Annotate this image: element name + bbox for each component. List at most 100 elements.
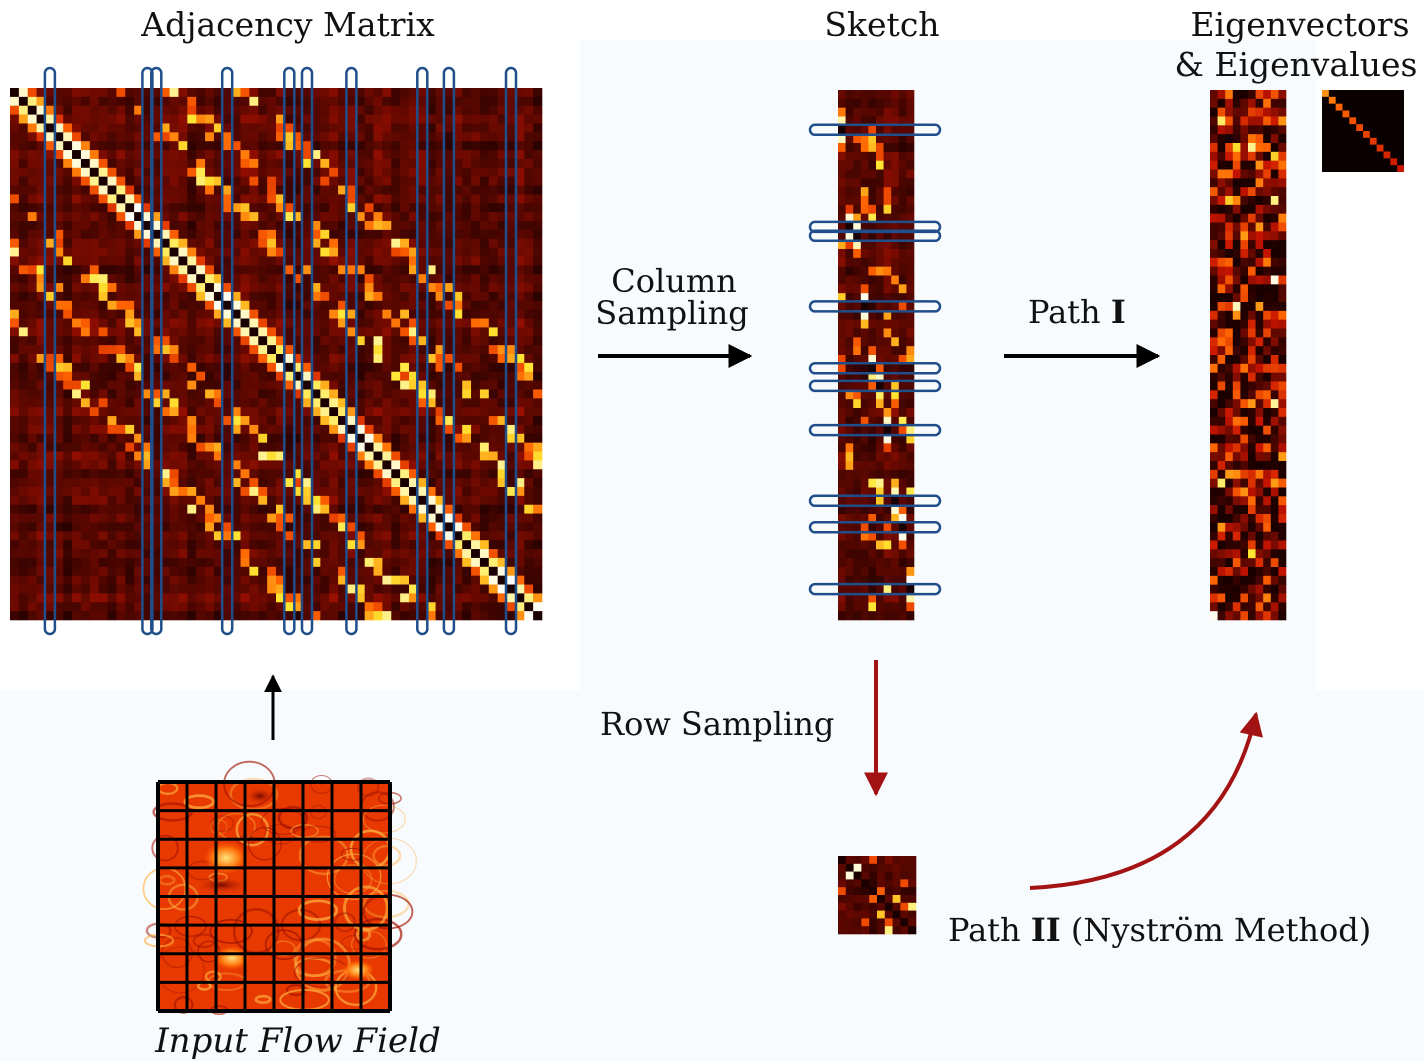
adjacency-cell <box>311 167 321 177</box>
adjacency-cell <box>444 354 454 364</box>
sketch-cell <box>838 496 846 506</box>
adjacency-cell <box>471 141 481 151</box>
adjacency-cell <box>80 283 91 293</box>
adjacency-cell <box>444 451 454 461</box>
adjacency-cell <box>249 150 259 160</box>
adjacency-cell <box>479 371 490 381</box>
eigenvector-cell <box>1240 416 1249 426</box>
adjacency-cell <box>497 203 507 213</box>
sketch-cell <box>898 240 907 250</box>
eigenvector-cell <box>1232 328 1241 338</box>
eigenvector-cell <box>1232 160 1241 170</box>
adjacency-cell <box>205 132 215 142</box>
adjacency-cell <box>36 132 46 142</box>
row-sample-cell <box>853 895 862 904</box>
adjacency-cell <box>72 256 82 266</box>
adjacency-cell <box>187 212 197 222</box>
adjacency-cell <box>151 593 162 603</box>
adjacency-cell <box>453 478 463 488</box>
adjacency-cell <box>453 531 463 541</box>
adjacency-cell <box>524 229 534 240</box>
adjacency-cell <box>400 132 410 142</box>
adjacency-cell <box>36 256 46 266</box>
adjacency-cell <box>515 203 525 213</box>
sketch-cell <box>891 399 900 409</box>
sketch-cell <box>868 328 877 338</box>
adjacency-cell <box>276 300 286 310</box>
adjacency-cell <box>391 575 401 585</box>
sketch-cell <box>853 125 862 135</box>
adjacency-cell <box>169 451 179 461</box>
sketch-cell <box>860 602 869 612</box>
adjacency-matrix <box>10 88 543 621</box>
adjacency-cell <box>80 487 91 497</box>
adjacency-cell <box>89 141 99 151</box>
adjacency-cell <box>27 451 37 461</box>
eigenvector-cell <box>1217 213 1226 223</box>
sketch-cell <box>883 204 892 214</box>
adjacency-cell <box>311 96 321 107</box>
adjacency-cell <box>125 549 135 559</box>
adjacency-cell <box>524 442 534 452</box>
sampled-column-outline <box>283 66 296 636</box>
sketch-cell <box>838 302 846 312</box>
adjacency-cell <box>160 557 170 568</box>
adjacency-cell <box>444 318 454 328</box>
sketch-cell <box>860 593 869 603</box>
sketch-cell <box>876 178 884 188</box>
adjacency-cell <box>80 96 91 107</box>
sketch-cell <box>868 98 877 108</box>
sketch-cell <box>898 425 907 435</box>
adjacency-cell <box>107 221 117 231</box>
sketch-cell <box>860 381 869 391</box>
adjacency-cell <box>524 389 534 399</box>
adjacency-cell <box>426 389 436 399</box>
sketch-cell <box>891 522 900 532</box>
adjacency-cell <box>444 407 454 417</box>
adjacency-cell <box>382 602 392 612</box>
adjacency-cell <box>196 593 206 603</box>
row-sample-cell <box>853 902 862 911</box>
eigenvector-cell <box>1278 355 1287 365</box>
adjacency-cell <box>213 167 224 177</box>
adjacency-cell <box>302 221 312 231</box>
sketch-cell <box>898 346 907 356</box>
adjacency-cell <box>338 380 348 390</box>
adjacency-cell <box>63 167 73 177</box>
adjacency-cell <box>355 96 365 107</box>
adjacency-cell <box>506 123 516 133</box>
adjacency-cell <box>329 318 339 328</box>
adjacency-cell <box>187 566 197 576</box>
eigenvector-cell <box>1210 266 1218 276</box>
adjacency-cell <box>417 318 428 328</box>
adjacency-cell <box>311 105 321 115</box>
eigenvector-cell <box>1255 98 1264 108</box>
adjacency-cell <box>72 114 82 124</box>
adjacency-cell <box>524 549 534 559</box>
adjacency-cell <box>373 451 383 461</box>
adjacency-cell <box>169 247 179 257</box>
adjacency-cell <box>284 487 295 497</box>
adjacency-cell <box>409 141 419 151</box>
adjacency-cell <box>391 451 401 461</box>
adjacency-cell <box>329 212 339 222</box>
adjacency-cell <box>134 158 144 169</box>
adjacency-cell <box>80 194 91 204</box>
adjacency-cell <box>320 336 330 346</box>
adjacency-cell <box>426 380 436 390</box>
adjacency-cell <box>506 549 516 559</box>
adjacency-cell <box>533 141 543 151</box>
sketch-cell <box>845 452 854 462</box>
adjacency-cell <box>240 185 250 195</box>
row-sample-cell <box>877 895 886 904</box>
eigenvector-cell <box>1278 151 1287 161</box>
adjacency-cell <box>382 371 392 381</box>
adjacency-cell <box>169 424 179 435</box>
adjacency-cell <box>98 433 108 443</box>
adjacency-cell <box>160 158 170 169</box>
sketch-cell <box>853 425 862 435</box>
adjacency-cell <box>10 575 20 585</box>
adjacency-cell <box>125 167 135 177</box>
adjacency-cell <box>453 354 463 364</box>
adjacency-cell <box>417 433 428 443</box>
